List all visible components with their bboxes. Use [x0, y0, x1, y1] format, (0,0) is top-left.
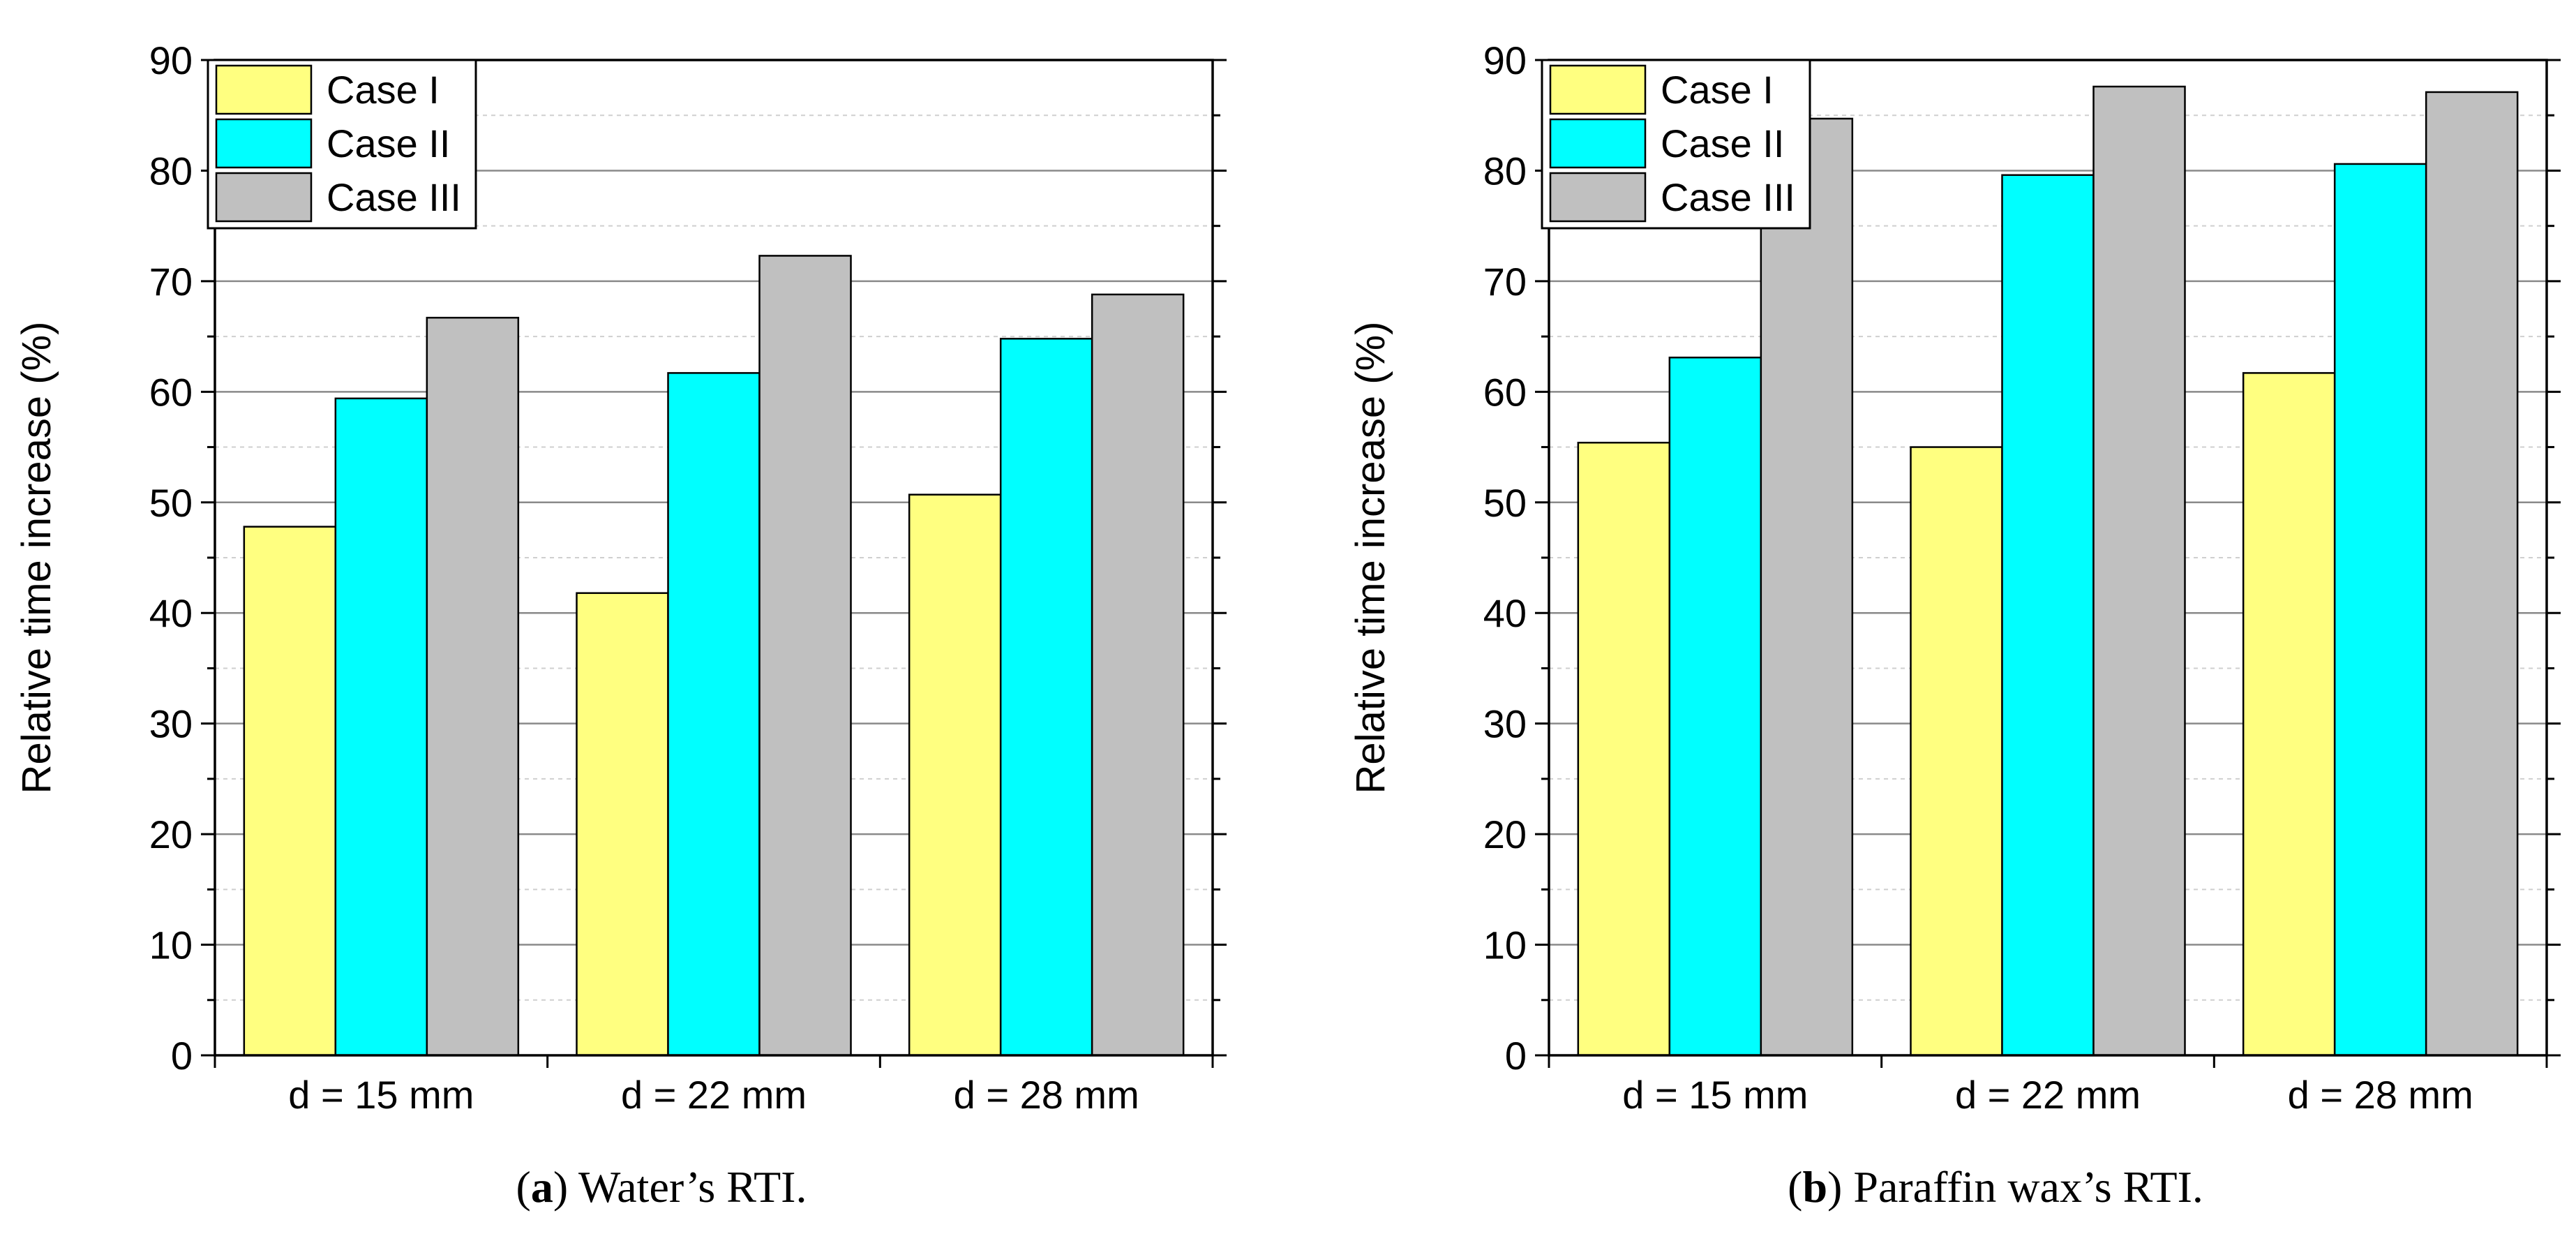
y-tick-label: 70	[1483, 260, 1527, 304]
caption-text: Paraffin wax’s RTI.	[1853, 1162, 2203, 1212]
legend-label: Case III	[327, 175, 461, 219]
legend-swatch	[1549, 172, 1647, 223]
bar-case-iii-3	[2425, 91, 2519, 1057]
x-tick-label: d = 22 mm	[621, 1073, 807, 1117]
legend-label: Case I	[327, 68, 440, 112]
x-tick-label: d = 15 mm	[288, 1073, 474, 1117]
panel-caption: (a) Water’s RTI.	[516, 1162, 807, 1212]
bar-case-i-2	[1910, 446, 2003, 1057]
legend-label: Case I	[1661, 68, 1774, 112]
x-tick-label: d = 15 mm	[1622, 1073, 1808, 1117]
y-tick-label: 20	[149, 812, 193, 856]
y-tick-label: 60	[1483, 370, 1527, 414]
caption-text: Water’s RTI.	[578, 1162, 807, 1212]
bar-case-iii-2	[2092, 85, 2186, 1057]
caption-paren-open: (	[1788, 1162, 1802, 1212]
y-tick-label: 20	[1483, 812, 1527, 856]
legend-swatch	[215, 64, 313, 115]
legend-label: Case II	[327, 121, 450, 165]
bar-case-iii-1	[426, 316, 520, 1057]
y-tick-label: 60	[149, 370, 193, 414]
bar-case-ii-1	[1668, 356, 1762, 1057]
y-tick-label: 80	[1483, 149, 1527, 193]
bar-case-ii-1	[334, 397, 428, 1057]
legend-swatch	[215, 118, 313, 169]
legend-label: Case III	[1661, 175, 1795, 219]
bar-case-i-3	[908, 493, 1002, 1057]
legend-label: Case II	[1661, 121, 1784, 165]
legend-swatch	[1549, 64, 1647, 115]
caption-paren-close: )	[1827, 1162, 1853, 1212]
y-tick-label: 40	[1483, 591, 1527, 635]
bar-case-ii-3	[2333, 163, 2427, 1057]
bar-case-i-2	[576, 592, 669, 1057]
bar-case-iii-3	[1091, 293, 1185, 1057]
bar-case-iii-2	[758, 255, 852, 1057]
caption-panel-letter: b	[1802, 1162, 1827, 1212]
chart-panel-b: 0 10 20 30 40 50 60 70 80 90 d = 15 mm d = 22 mm d =…	[1348, 38, 2561, 1212]
bar-case-i-3	[2242, 372, 2336, 1057]
chart-panel-a: 0 10 20 30 40 50 60 70 80 90 d = 15 mm d = 22 mm d =…	[14, 38, 1227, 1212]
y-tick-label: 0	[1505, 1034, 1527, 1078]
legend: Case I Case II Case III	[207, 59, 477, 230]
legend-swatch	[215, 172, 313, 223]
y-tick-label: 90	[149, 38, 193, 82]
y-tick-label: 0	[171, 1034, 193, 1078]
bar-case-iii-1	[1760, 117, 1854, 1057]
legend: Case I Case II Case III	[1541, 59, 1811, 230]
caption-panel-letter: a	[531, 1162, 553, 1212]
y-axis-label: Relative time increase (%)	[1348, 322, 1393, 794]
x-tick-label: d = 22 mm	[1955, 1073, 2141, 1117]
y-tick-label: 70	[149, 260, 193, 304]
x-tick-label: d = 28 mm	[2288, 1073, 2473, 1117]
y-tick-label: 40	[149, 591, 193, 635]
bar-case-ii-3	[999, 338, 1093, 1057]
y-axis-label: Relative time increase (%)	[14, 322, 59, 794]
y-tick-label: 30	[1483, 702, 1527, 746]
bar-case-i-1	[1577, 441, 1671, 1057]
caption-paren-open: (	[516, 1162, 531, 1212]
bar-case-i-1	[243, 526, 337, 1057]
y-tick-label: 30	[149, 702, 193, 746]
y-tick-label: 90	[1483, 38, 1527, 82]
caption-paren-close: )	[553, 1162, 578, 1212]
bar-case-ii-2	[2001, 174, 2095, 1057]
y-tick-label: 50	[1483, 481, 1527, 525]
bar-case-ii-2	[667, 372, 761, 1057]
legend-swatch	[1549, 118, 1647, 169]
y-tick-label: 10	[1483, 923, 1527, 967]
y-tick-label: 10	[149, 923, 193, 967]
panel-caption: (b) Paraffin wax’s RTI.	[1788, 1162, 2203, 1212]
x-tick-label: d = 28 mm	[954, 1073, 1139, 1117]
y-tick-label: 50	[149, 481, 193, 525]
y-tick-label: 80	[149, 149, 193, 193]
